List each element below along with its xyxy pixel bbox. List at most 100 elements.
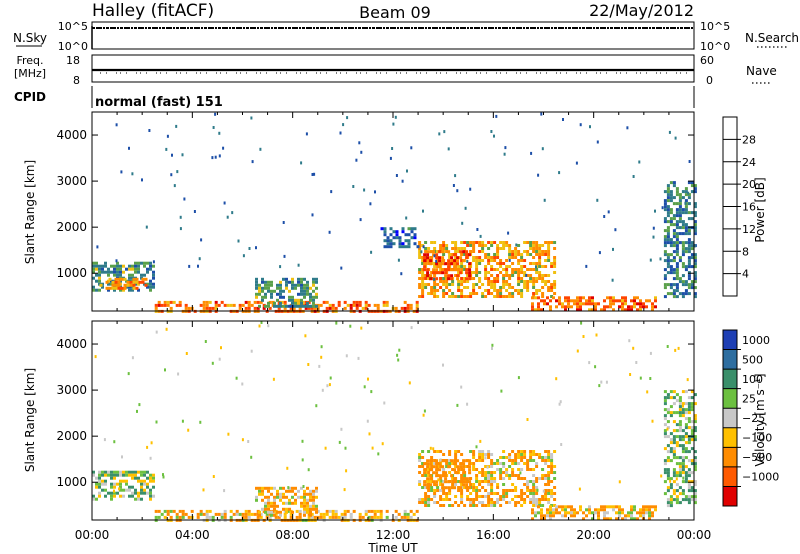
data-cell	[666, 396, 670, 400]
data-cell	[684, 250, 688, 254]
data-cell	[441, 268, 445, 272]
data-cell	[107, 470, 110, 474]
data-cell	[392, 230, 396, 234]
data-cell	[547, 456, 551, 459]
data-cell	[415, 306, 419, 310]
data-cell	[426, 274, 430, 278]
data-cell	[265, 512, 269, 516]
sparse-echo	[321, 388, 324, 392]
data-cell	[297, 489, 300, 493]
data-cell	[303, 510, 306, 514]
sparse-echo	[682, 404, 684, 408]
data-cell	[123, 283, 127, 287]
sparse-echo	[237, 239, 240, 243]
data-cell	[469, 483, 473, 486]
data-cell	[358, 303, 362, 307]
sparse-echo	[145, 225, 148, 229]
data-cell	[279, 304, 282, 308]
sparse-echo	[304, 334, 307, 338]
data-cell	[98, 479, 101, 483]
data-cell	[526, 241, 530, 244]
data-cell	[462, 477, 466, 481]
data-cell	[445, 495, 449, 498]
data-cell	[376, 509, 380, 513]
data-cell	[462, 250, 466, 254]
sparse-echo	[138, 403, 141, 407]
data-cell	[484, 295, 488, 298]
data-cell	[107, 273, 110, 277]
data-cell	[92, 264, 95, 268]
data-cell	[633, 299, 636, 303]
sparse-echo	[541, 147, 544, 151]
data-cell	[367, 303, 371, 307]
sparse-echo	[460, 385, 463, 389]
data-cell	[184, 303, 188, 307]
data-cell	[478, 453, 482, 456]
data-cell	[555, 511, 558, 515]
data-cell	[441, 259, 445, 263]
data-cell	[517, 277, 521, 280]
data-cell	[270, 292, 273, 296]
sparse-echo	[345, 469, 348, 473]
data-cell	[273, 513, 276, 517]
data-cell	[289, 512, 293, 516]
data-cell	[615, 517, 618, 521]
data-cell	[264, 304, 267, 308]
data-cell	[448, 450, 452, 453]
data-cell	[459, 486, 463, 490]
data-cell	[223, 515, 227, 519]
data-cell	[544, 283, 548, 286]
data-cell	[202, 306, 206, 310]
data-cell	[532, 486, 536, 489]
nsky-tick-top: 10^5	[58, 20, 88, 33]
data-cell	[675, 489, 679, 493]
data-cell	[648, 508, 651, 512]
data-cell	[462, 471, 466, 475]
data-cell	[561, 302, 564, 306]
data-cell	[119, 482, 122, 486]
data-cell	[175, 512, 179, 516]
data-cell	[690, 211, 694, 215]
data-cell	[175, 515, 179, 519]
data-cell	[678, 208, 682, 212]
data-cell	[666, 283, 670, 287]
sparse-echo	[121, 455, 123, 459]
data-cell	[98, 470, 101, 474]
sparse-echo	[345, 354, 348, 358]
data-cell	[442, 295, 446, 298]
data-cell	[475, 262, 479, 265]
sparse-echo	[199, 420, 202, 424]
data-cell	[406, 512, 410, 516]
data-cell	[612, 302, 615, 306]
data-cell	[418, 250, 422, 253]
data-cell	[439, 268, 443, 271]
data-cell	[436, 450, 440, 453]
data-cell	[535, 268, 539, 271]
data-cell	[579, 299, 582, 303]
data-cell	[526, 268, 530, 271]
data-cell	[603, 305, 606, 309]
data-cell	[538, 262, 542, 265]
data-cell	[487, 247, 491, 250]
data-cell	[678, 399, 682, 403]
data-cell	[255, 286, 258, 290]
data-cell	[582, 511, 585, 515]
data-cell	[131, 485, 134, 489]
sparse-echo	[401, 179, 404, 183]
data-cell	[460, 489, 464, 492]
data-cell	[502, 492, 506, 495]
data-cell	[666, 211, 670, 215]
station-title: Halley (fitACF)	[92, 1, 214, 21]
data-cell	[423, 265, 427, 269]
data-cell	[570, 305, 573, 309]
data-cell	[484, 471, 488, 474]
data-cell	[681, 429, 685, 433]
data-cell	[205, 515, 209, 519]
data-cell	[651, 305, 654, 309]
data-cell	[690, 256, 694, 260]
data-cell	[502, 247, 506, 250]
data-cell	[119, 494, 122, 498]
data-cell	[126, 280, 130, 284]
data-cell	[693, 492, 697, 496]
data-cell	[312, 504, 315, 508]
